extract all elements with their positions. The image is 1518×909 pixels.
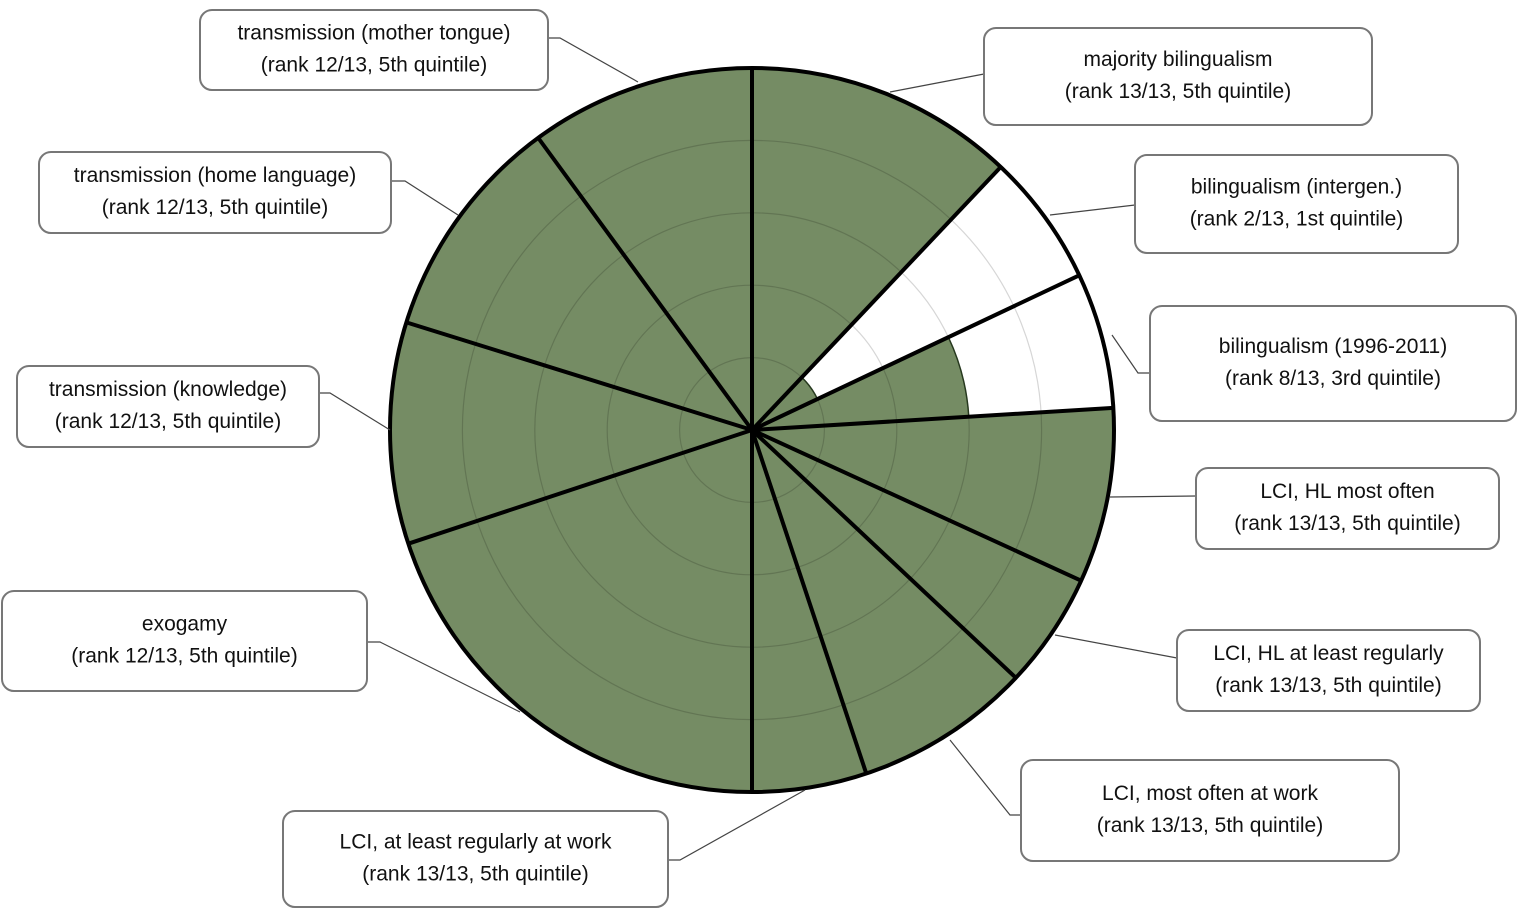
spoke: [750, 429, 869, 775]
label-text: bilingualism (intergen.): [1191, 176, 1402, 199]
label-text: (rank 13/13, 5th quintile): [1065, 80, 1291, 103]
leader-line: [1049, 204, 1136, 216]
label-text: (rank 8/13, 3rd quintile): [1225, 367, 1441, 390]
label-text: transmission (mother tongue): [237, 22, 510, 45]
label-box: [1176, 629, 1481, 712]
label-text: bilingualism (1996-2011): [1219, 335, 1447, 358]
label-text: (rank 13/13, 5th quintile): [362, 863, 588, 886]
label-text: (rank 13/13, 5th quintile): [1097, 814, 1323, 837]
label-box: [38, 151, 392, 234]
leader-line: [668, 789, 806, 861]
label-text: (rank 12/13, 5th quintile): [71, 645, 297, 668]
leader-line: [1054, 634, 1178, 659]
leader-line: [889, 73, 985, 93]
label-box: [199, 9, 549, 91]
label-text: (rank 12/13, 5th quintile): [261, 54, 487, 77]
label-text: (rank 12/13, 5th quintile): [55, 410, 281, 433]
spoke: [750, 428, 1018, 680]
spoke: [536, 136, 754, 432]
spoke: [751, 405, 1114, 432]
leader-line: [319, 392, 391, 431]
leader-line: [1111, 334, 1150, 374]
label-text: majority bilingualism: [1083, 48, 1272, 71]
label-box: [282, 810, 669, 908]
leader-line: [548, 37, 639, 83]
label-box: [1020, 759, 1400, 862]
label-text: LCI, HL at least regularly: [1213, 642, 1444, 665]
label-text: LCI, most often at work: [1102, 782, 1318, 805]
label-text: (rank 13/13, 5th quintile): [1215, 674, 1441, 697]
leader-line: [391, 180, 459, 216]
spoke: [405, 320, 753, 432]
label-text: exogamy: [142, 613, 228, 636]
label-box: [1, 590, 368, 692]
spoke: [751, 428, 1082, 583]
label-box: [983, 27, 1373, 126]
leader-line: [367, 641, 521, 713]
label-text: (rank 13/13, 5th quintile): [1234, 512, 1460, 535]
spoke: [751, 273, 1081, 432]
spoke: [407, 428, 753, 546]
label-box: [1134, 154, 1459, 254]
label-text: (rank 2/13, 1st quintile): [1190, 208, 1404, 231]
spoke: [750, 165, 1003, 432]
label-text: transmission (knowledge): [49, 378, 287, 401]
label-box: [1149, 305, 1517, 422]
leader-line: [949, 739, 1021, 816]
leader-line: [1109, 495, 1197, 498]
label-text: transmission (home language): [74, 164, 356, 187]
label-text: LCI, at least regularly at work: [340, 831, 612, 854]
label-box: [16, 365, 320, 448]
label-text: (rank 12/13, 5th quintile): [102, 196, 328, 219]
label-box: [1195, 467, 1500, 550]
label-text: LCI, HL most often: [1260, 480, 1434, 503]
